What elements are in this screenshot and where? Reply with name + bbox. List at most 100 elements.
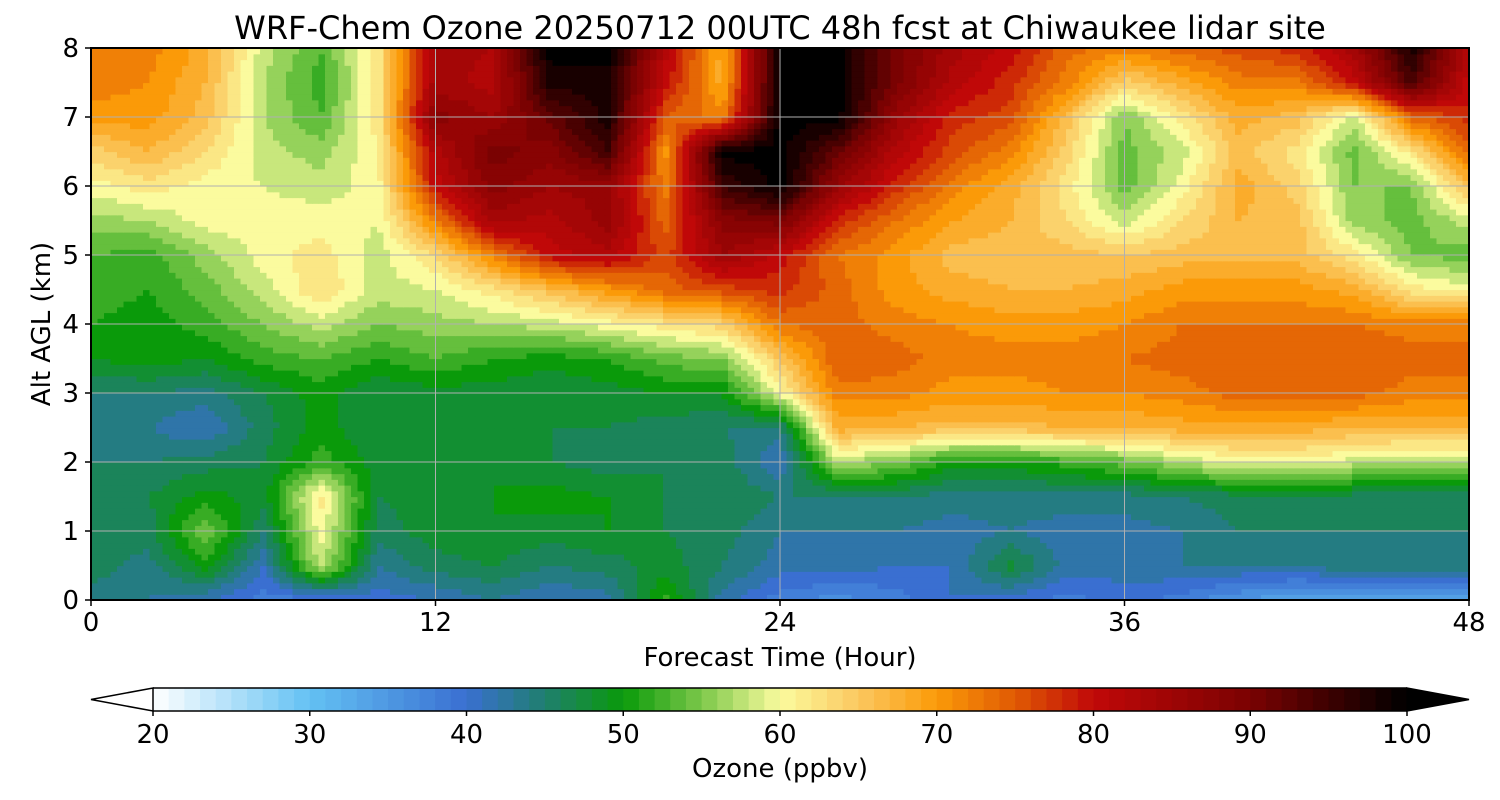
heatmap-cell [117, 565, 125, 572]
heatmap-cell [110, 479, 118, 486]
heatmap-cell [1404, 536, 1412, 544]
heatmap-cell [1183, 571, 1191, 578]
heatmap-cell [1436, 496, 1444, 503]
heatmap-cell [481, 588, 489, 595]
heatmap-cell [318, 496, 326, 503]
heatmap-cell [240, 462, 248, 469]
heatmap-cell [1371, 467, 1379, 475]
heatmap-cell [591, 554, 599, 561]
heatmap-cell [630, 582, 638, 590]
heatmap-cell [409, 554, 417, 561]
heatmap-cell [130, 554, 138, 561]
heatmap-cell [1449, 536, 1457, 544]
heatmap-cell [195, 508, 203, 515]
heatmap-cell [266, 571, 274, 578]
heatmap-cell [1046, 519, 1054, 526]
heatmap-cell [851, 462, 859, 469]
heatmap-cell [793, 582, 801, 590]
heatmap-cell [1046, 588, 1054, 595]
heatmap-cell [650, 536, 658, 544]
heatmap-cell [728, 462, 736, 469]
heatmap-cell [663, 531, 671, 538]
heatmap-cell [767, 548, 775, 555]
heatmap-cell [747, 496, 755, 503]
heatmap-cell [1339, 559, 1347, 567]
heatmap-cell [370, 582, 378, 590]
heatmap-cell [565, 502, 573, 509]
heatmap-cell [1059, 519, 1067, 526]
heatmap-cell [1293, 519, 1301, 526]
heatmap-cell [708, 490, 716, 498]
heatmap-cell [357, 479, 365, 486]
heatmap-cell [858, 536, 866, 544]
heatmap-cell [832, 473, 840, 480]
heatmap-cell [721, 559, 729, 567]
heatmap-cell [1339, 542, 1347, 549]
heatmap-cell [955, 542, 963, 549]
heatmap-cell [747, 554, 755, 561]
heatmap-cell [1352, 531, 1360, 538]
heatmap-cell [1423, 559, 1431, 567]
heatmap-cell [91, 502, 99, 509]
heatmap-cell [1254, 502, 1262, 509]
heatmap-cell [1196, 531, 1204, 538]
heatmap-cell [344, 536, 352, 544]
heatmap-cell [923, 490, 931, 498]
heatmap-cell [708, 548, 716, 555]
heatmap-cell [695, 559, 703, 567]
heatmap-cell [1222, 513, 1230, 521]
heatmap-cell [1150, 554, 1158, 561]
heatmap-cell [130, 508, 138, 515]
heatmap-cell [715, 462, 723, 469]
heatmap-cell [975, 571, 983, 578]
heatmap-cell [1345, 565, 1353, 572]
heatmap-cell [221, 502, 229, 509]
heatmap-cell [1267, 548, 1275, 555]
heatmap-cell [1404, 559, 1412, 567]
heatmap-cell [279, 577, 287, 584]
heatmap-cell [91, 554, 99, 561]
heatmap-cell [747, 467, 755, 475]
heatmap-cell [708, 519, 716, 526]
heatmap-cell [227, 548, 235, 555]
heatmap-cell [188, 473, 196, 480]
heatmap-cell [845, 473, 853, 480]
heatmap-cell [1046, 565, 1054, 572]
heatmap-cell [403, 536, 411, 544]
heatmap-cell [1430, 467, 1438, 475]
heatmap-cell [559, 473, 567, 480]
heatmap-cell [786, 536, 794, 544]
heatmap-cell [455, 554, 463, 561]
heatmap-cell [533, 496, 541, 503]
heatmap-cell [91, 582, 99, 590]
heatmap-cell [630, 473, 638, 480]
heatmap-cell [734, 467, 742, 475]
heatmap-cell [1235, 496, 1243, 503]
heatmap-cell [1391, 588, 1399, 595]
heatmap-cell [299, 588, 307, 595]
heatmap-cell [955, 577, 963, 584]
heatmap-cell [643, 542, 651, 549]
heatmap-cell [1111, 531, 1119, 538]
heatmap-cell [442, 519, 450, 526]
heatmap-cell [149, 513, 157, 521]
heatmap-cell [598, 485, 606, 492]
heatmap-cell [1014, 548, 1022, 555]
heatmap-cell [806, 542, 814, 549]
heatmap-cell [1274, 559, 1282, 567]
heatmap-cell [461, 508, 469, 515]
heatmap-cell [1378, 519, 1386, 526]
heatmap-cell [1111, 559, 1119, 567]
heatmap-cell [175, 462, 183, 469]
heatmap-cell [331, 490, 339, 498]
heatmap-cell [728, 559, 736, 567]
heatmap-cell [221, 577, 229, 584]
heatmap-cell [721, 571, 729, 578]
heatmap-cell [1371, 536, 1379, 544]
heatmap-cell [143, 554, 151, 561]
heatmap-cell [929, 508, 937, 515]
heatmap-cell [988, 536, 996, 544]
heatmap-cell [1287, 531, 1295, 538]
heatmap-cell [286, 536, 294, 544]
heatmap-cell [825, 559, 833, 567]
